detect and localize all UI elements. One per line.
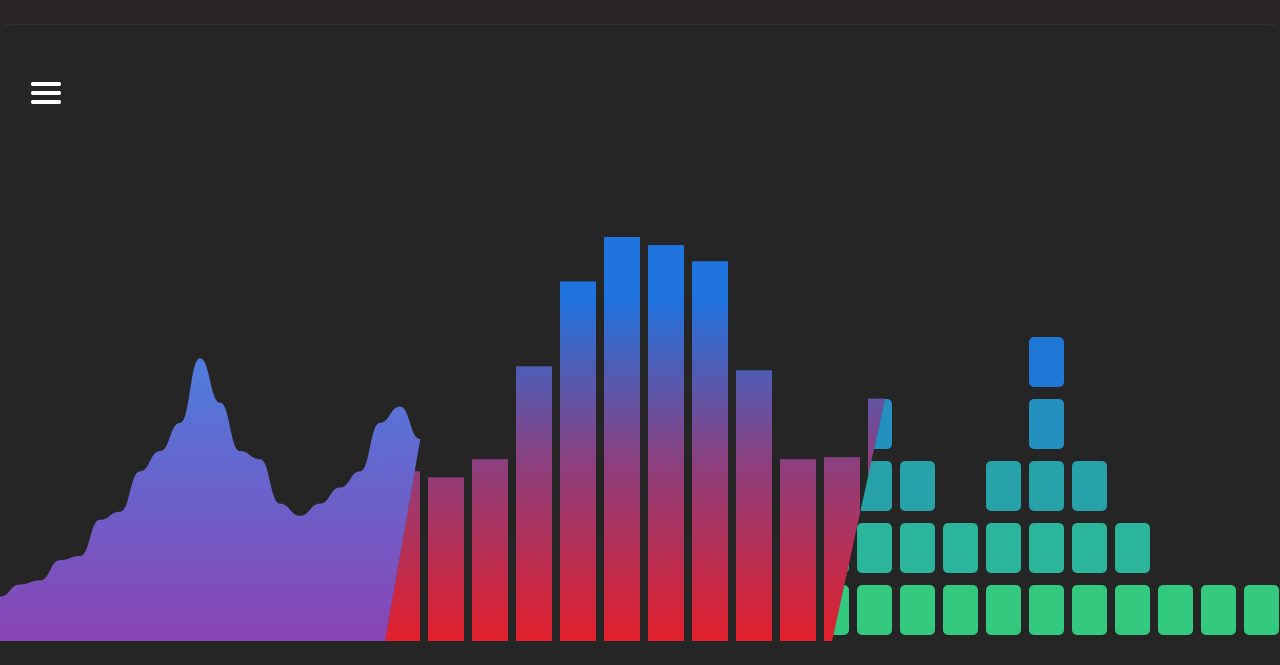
meter-block (943, 585, 978, 635)
spectrum-bar (472, 459, 508, 641)
meter-block (1115, 523, 1150, 573)
spectrum-bar (692, 261, 728, 641)
meter-block (1201, 585, 1236, 635)
meter-block (900, 461, 935, 511)
meter-block (900, 585, 935, 635)
wave-area (0, 358, 440, 641)
meter-block (943, 523, 978, 573)
spectrum-bar (604, 237, 640, 641)
spectrum-bar (780, 459, 816, 641)
hamburger-menu-icon (31, 82, 61, 86)
meter-block (1029, 337, 1064, 387)
meter-block (1244, 585, 1279, 635)
spectrum-bar (648, 245, 684, 641)
audio-visualizer (0, 237, 1279, 641)
meter-block (1072, 461, 1107, 511)
meter-block (986, 523, 1021, 573)
meter-block (986, 585, 1021, 635)
meter-block (1029, 399, 1064, 449)
spectrum-bar (736, 370, 772, 641)
spectrum-bar (516, 366, 552, 641)
meter-block (1158, 585, 1193, 635)
meter-block (1115, 585, 1150, 635)
meter-block (900, 523, 935, 573)
menu-button[interactable] (31, 82, 61, 108)
spectrum-bar (428, 477, 464, 641)
meter-block (857, 461, 892, 511)
meter-block (857, 523, 892, 573)
meter-block (1029, 523, 1064, 573)
block-meter (832, 337, 1279, 635)
meter-block (1029, 461, 1064, 511)
meter-block (1072, 523, 1107, 573)
meter-block (857, 585, 892, 635)
meter-block (1072, 585, 1107, 635)
hamburger-line (31, 100, 61, 104)
visualizer-card (0, 24, 1280, 665)
hamburger-line (31, 91, 61, 95)
spectrum-bar (560, 281, 596, 641)
bar-spectrum (385, 237, 904, 641)
meter-block (1029, 585, 1064, 635)
meter-block (986, 461, 1021, 511)
